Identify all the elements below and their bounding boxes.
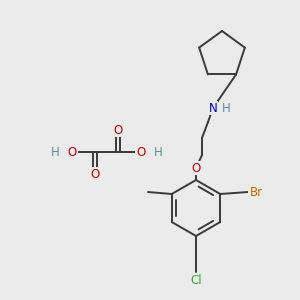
Text: O: O — [113, 124, 123, 136]
Text: O: O — [68, 146, 76, 158]
Text: Br: Br — [249, 185, 262, 199]
Text: H: H — [51, 146, 59, 158]
Text: O: O — [191, 161, 201, 175]
Text: Cl: Cl — [190, 274, 202, 286]
Text: H: H — [154, 146, 162, 158]
Text: H: H — [222, 101, 230, 115]
Text: O: O — [136, 146, 146, 158]
Text: O: O — [90, 167, 100, 181]
Text: N: N — [208, 101, 217, 115]
